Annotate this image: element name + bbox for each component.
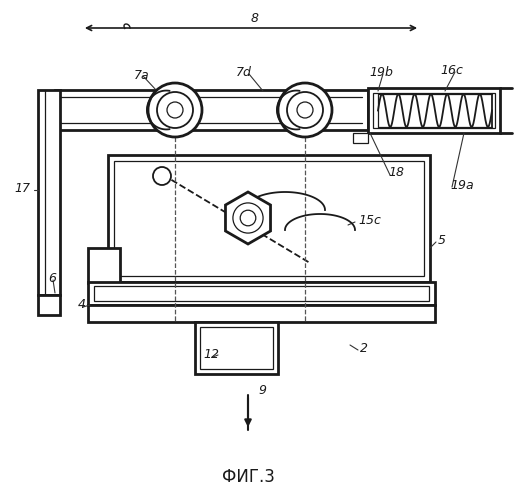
Text: 7d: 7d <box>236 65 252 78</box>
Bar <box>368 88 500 133</box>
Bar <box>353 133 368 143</box>
Bar <box>38 90 60 295</box>
Text: ФИГ.3: ФИГ.3 <box>221 468 275 486</box>
Circle shape <box>297 102 313 118</box>
Text: 9: 9 <box>258 384 266 397</box>
Text: 12: 12 <box>203 348 219 361</box>
Bar <box>38 295 60 315</box>
Bar <box>88 282 435 305</box>
Bar <box>88 305 435 322</box>
Text: 17: 17 <box>14 182 30 195</box>
Text: 2: 2 <box>360 341 368 354</box>
Text: 18: 18 <box>388 166 404 179</box>
Bar <box>108 155 430 282</box>
Text: 5: 5 <box>438 234 446 247</box>
Circle shape <box>153 167 171 185</box>
Polygon shape <box>226 192 270 244</box>
Circle shape <box>167 102 183 118</box>
Text: 8: 8 <box>251 11 259 24</box>
Bar <box>55 90 450 130</box>
Circle shape <box>157 92 193 128</box>
Circle shape <box>287 92 323 128</box>
Circle shape <box>240 210 256 226</box>
Text: 6: 6 <box>48 271 56 284</box>
Text: 4: 4 <box>78 298 86 311</box>
Circle shape <box>233 203 263 233</box>
Bar <box>200 327 273 369</box>
Bar <box>114 161 424 276</box>
Bar <box>94 286 429 301</box>
Circle shape <box>148 83 202 137</box>
Text: 19b: 19b <box>369 65 393 78</box>
Text: 19a: 19a <box>450 179 473 192</box>
Text: 7a: 7a <box>134 68 150 81</box>
Circle shape <box>278 83 332 137</box>
Bar <box>195 322 278 374</box>
Bar <box>88 248 120 283</box>
Bar <box>373 93 495 128</box>
Text: 16c: 16c <box>440 63 463 76</box>
Text: 15c: 15c <box>358 214 381 227</box>
